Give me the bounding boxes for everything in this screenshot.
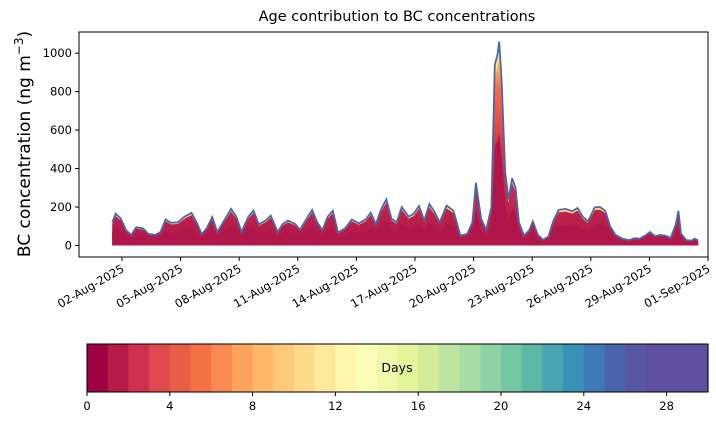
colorbar-cell [563, 344, 585, 392]
colorbar-cell [583, 344, 606, 392]
colorbar-cell [149, 344, 171, 392]
colorbar-ticks: 0 4 8 12 16 20 24 28 [83, 392, 674, 413]
colorbar-tick-label: 8 [249, 399, 256, 413]
y-tick-label: 1000 [43, 46, 72, 60]
colorbar-cell [128, 344, 150, 392]
colorbar-cell [542, 344, 564, 392]
x-tick-label: 01-Sep-2025 [642, 261, 713, 310]
colorbar-cell [169, 344, 192, 392]
colorbar-cell [231, 344, 254, 392]
colorbar-tick-label: 16 [411, 399, 426, 413]
colorbar-cell [252, 344, 274, 392]
colorbar-tick-label: 12 [328, 399, 343, 413]
colorbar-cell [459, 344, 481, 392]
y-axis-label-main: BC concentration (ng m [15, 55, 35, 257]
x-axis-ticks: 02-Aug-202505-Aug-202508-Aug-202511-Aug-… [55, 257, 713, 311]
colorbar-frame [86, 343, 709, 393]
chart-title: Age contribution to BC concentrations [259, 9, 536, 25]
colorbar-cell [666, 344, 688, 392]
colorbar-cell [418, 344, 440, 392]
y-axis-label-close: ) [15, 31, 35, 38]
y-tick-label: 0 [65, 238, 72, 252]
colorbar-tick-label: 24 [576, 399, 591, 413]
colorbar-cell [625, 344, 647, 392]
plot-area: 0 200 400 600 800 1000 02-Aug-202505-Aug-2025… [43, 31, 713, 311]
x-tick-label: 29-Aug-2025 [582, 261, 653, 310]
colorbar-cell [190, 344, 212, 392]
y-axis-ticks: 0 200 400 600 800 1000 [43, 46, 79, 252]
colorbar-tick-label: 20 [494, 399, 509, 413]
plot-frame [78, 31, 709, 258]
y-tick-label: 800 [50, 85, 72, 99]
colorbar-tick-label: 0 [83, 399, 90, 413]
colorbar: Days 0 4 8 12 16 20 24 28 [83, 343, 709, 413]
colorbar-tick-label: 28 [659, 399, 674, 413]
colorbar-cell [645, 344, 668, 392]
y-axis-label: BC concentration (ng m−3) [12, 31, 35, 257]
colorbar-cell [604, 344, 626, 392]
area-core [112, 133, 699, 246]
colorbar-cell [376, 344, 399, 392]
colorbar-cell [273, 344, 295, 392]
y-tick-label: 400 [50, 162, 72, 176]
colorbar-cell [687, 344, 709, 392]
colorbar-tick-label: 4 [166, 399, 173, 413]
colorbar-cell [211, 344, 233, 392]
colorbar-cell [480, 344, 502, 392]
y-tick-label: 600 [50, 123, 72, 137]
y-axis-label-exponent: −3 [12, 37, 26, 55]
colorbar-cells [87, 344, 709, 392]
colorbar-cell [521, 344, 543, 392]
colorbar-cell [314, 344, 336, 392]
total-series-line [111, 41, 699, 242]
colorbar-label: Days [381, 360, 412, 375]
colorbar-cell [335, 344, 357, 392]
colorbar-cell [501, 344, 523, 392]
colorbar-cell [87, 344, 109, 392]
colorbar-cell [107, 344, 129, 392]
area-main [112, 55, 699, 246]
y-tick-label: 200 [50, 200, 72, 214]
colorbar-cell [294, 344, 316, 392]
colorbar-cell [397, 344, 419, 392]
colorbar-cell [356, 344, 378, 392]
colorbar-cell [438, 344, 461, 392]
